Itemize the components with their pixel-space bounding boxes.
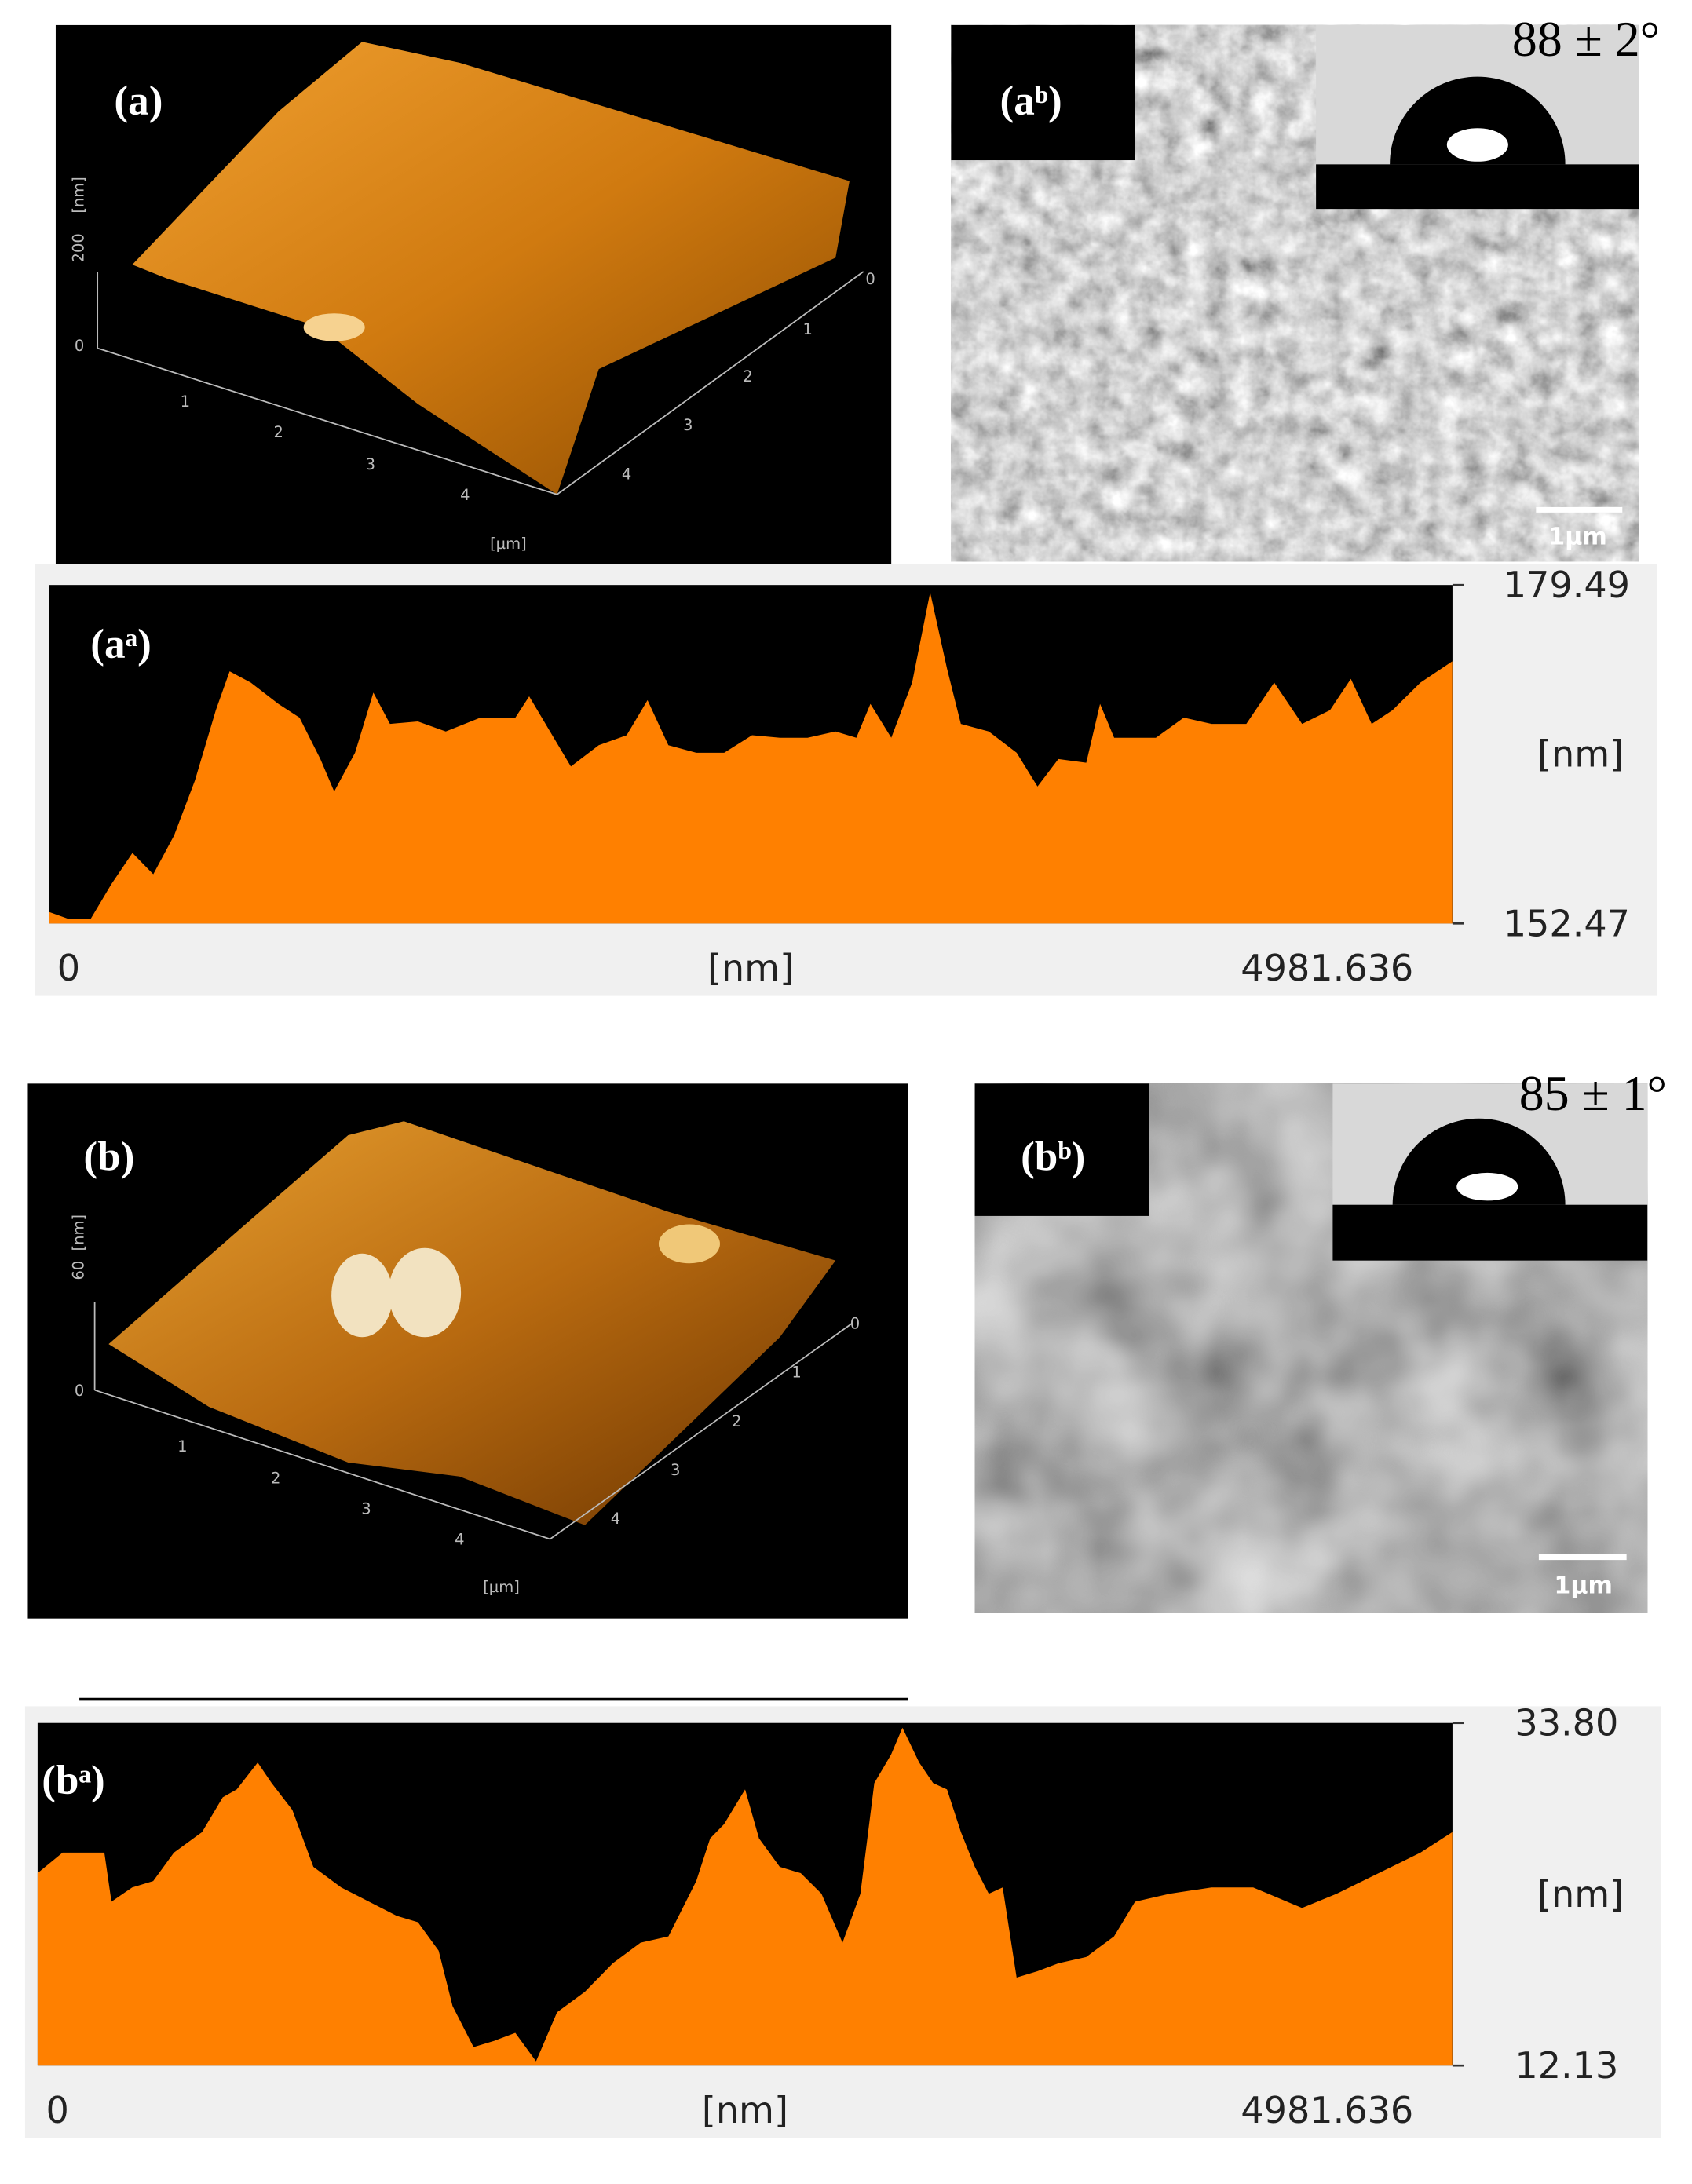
x-tick: 1 bbox=[177, 1437, 187, 1455]
afm-panel-b: (b) [nm] 60 0 1 2 3 4 0 1 2 3 4 [µm] bbox=[27, 1083, 908, 1619]
x-tick-label: 4981.636 bbox=[1241, 2089, 1413, 2131]
profile-area bbox=[37, 1727, 1453, 2066]
axis-unit: [µm] bbox=[483, 1578, 520, 1596]
scale-bar-label: 1µm bbox=[1554, 1572, 1613, 1600]
sem-panel-b: 1µm (bᵇ) 85 ± 1° bbox=[974, 1065, 1667, 1613]
afm-panel-a: (a) [nm] 200 0 1 2 3 4 0 1 2 3 4 [µm] bbox=[55, 24, 892, 564]
x-tick: 4 bbox=[455, 1531, 464, 1549]
panel-label: (a) bbox=[114, 77, 163, 123]
y-tick: 3 bbox=[671, 1461, 680, 1479]
y-tick-label: 12.13 bbox=[1515, 2044, 1618, 2087]
z-tick: 60 bbox=[69, 1261, 87, 1280]
y-tick-label: 33.80 bbox=[1515, 1702, 1618, 1744]
y-axis-label: [nm] bbox=[1537, 733, 1624, 776]
panel-label: (aᵇ) bbox=[999, 77, 1062, 123]
y-tick: 2 bbox=[732, 1412, 741, 1430]
x-tick-label: 4981.636 bbox=[1241, 947, 1413, 989]
y-tick: 2 bbox=[743, 367, 752, 385]
sem-panel-a: 1µm (aᵇ) 88 ± 2° bbox=[951, 11, 1660, 562]
axis-unit: [µm] bbox=[490, 535, 527, 553]
z-tick: 200 bbox=[69, 233, 87, 262]
z-tick: 0 bbox=[75, 337, 84, 355]
contact-angle: 88 ± 2° bbox=[1512, 11, 1660, 67]
x-axis-label: [nm] bbox=[707, 947, 794, 989]
y-tick-label: 179.49 bbox=[1504, 564, 1630, 606]
z-unit: [nm] bbox=[69, 177, 87, 214]
y-tick: 1 bbox=[791, 1364, 801, 1382]
contact-angle: 85 ± 1° bbox=[1519, 1065, 1667, 1121]
y-axis-label: [nm] bbox=[1537, 1873, 1624, 1916]
panel-label: (aᵃ) bbox=[90, 620, 152, 667]
y-tick: 4 bbox=[622, 465, 631, 483]
x-tick: 3 bbox=[361, 1500, 371, 1518]
panel-label: (b) bbox=[83, 1133, 134, 1179]
y-tick: 1 bbox=[803, 320, 813, 338]
y-tick: 4 bbox=[611, 1510, 620, 1528]
x-tick-label: 0 bbox=[46, 2089, 69, 2131]
y-tick: 0 bbox=[865, 270, 875, 288]
x-tick: 3 bbox=[366, 455, 375, 473]
x-tick-label: 0 bbox=[57, 947, 80, 989]
y-tick: 3 bbox=[683, 416, 693, 434]
profile-area bbox=[49, 592, 1453, 924]
panel-label: (bᵃ) bbox=[42, 1757, 105, 1803]
scale-bar-label: 1µm bbox=[1548, 524, 1607, 551]
x-tick: 2 bbox=[274, 423, 283, 441]
y-tick: 0 bbox=[850, 1315, 860, 1333]
x-tick: 2 bbox=[271, 1470, 280, 1488]
z-unit: [nm] bbox=[69, 1214, 87, 1251]
x-tick: 1 bbox=[181, 393, 190, 411]
panel-label: (bᵇ) bbox=[1021, 1133, 1085, 1179]
z-tick: 0 bbox=[75, 1382, 84, 1400]
x-axis-label: [nm] bbox=[702, 2089, 788, 2131]
x-tick: 4 bbox=[460, 486, 470, 504]
profile-charts: (aᵃ) 179.49 152.47 [nm] 0 4981.636 [nm] (bᵃ) 33.… bbox=[24, 564, 1661, 2138]
y-tick-label: 152.47 bbox=[1504, 902, 1630, 944]
